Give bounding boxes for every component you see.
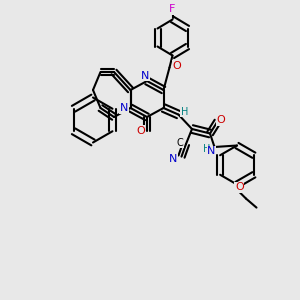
Text: H: H bbox=[203, 143, 211, 154]
Text: O: O bbox=[172, 61, 182, 71]
Text: F: F bbox=[169, 4, 176, 14]
Text: N: N bbox=[169, 154, 177, 164]
Text: O: O bbox=[136, 125, 145, 136]
Text: C: C bbox=[177, 137, 183, 148]
Text: H: H bbox=[181, 106, 188, 117]
Text: O: O bbox=[235, 182, 244, 192]
Text: N: N bbox=[141, 70, 150, 81]
Text: N: N bbox=[120, 103, 128, 113]
Text: N: N bbox=[207, 146, 216, 157]
Text: O: O bbox=[216, 115, 225, 125]
